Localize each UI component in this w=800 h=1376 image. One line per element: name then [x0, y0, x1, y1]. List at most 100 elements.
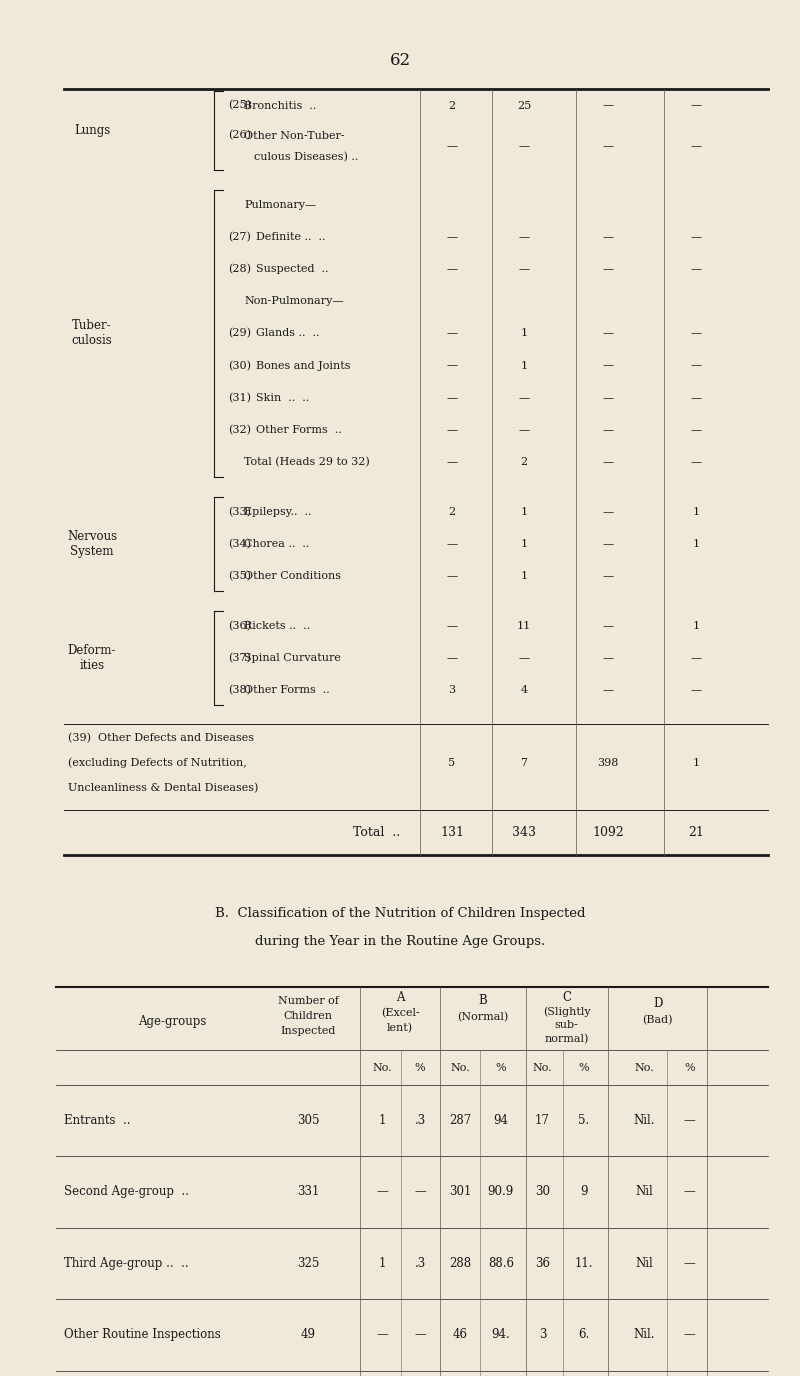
Text: —: — — [690, 425, 702, 435]
Text: Rickets ..  ..: Rickets .. .. — [244, 621, 310, 630]
Text: 9: 9 — [580, 1185, 588, 1198]
Text: —: — — [602, 361, 614, 370]
Text: —: — — [690, 264, 702, 274]
Text: —: — — [377, 1185, 388, 1198]
Text: 1: 1 — [521, 506, 527, 517]
Text: 17: 17 — [535, 1113, 550, 1127]
Text: —: — — [518, 425, 530, 435]
Text: 5: 5 — [449, 758, 455, 768]
Text: —: — — [684, 1328, 695, 1342]
Text: (excluding Defects of Nutrition,: (excluding Defects of Nutrition, — [68, 758, 246, 768]
Text: (27): (27) — [228, 231, 251, 242]
Text: —: — — [446, 392, 458, 403]
Text: —: — — [690, 685, 702, 695]
Text: —: — — [446, 457, 458, 468]
Text: —: — — [446, 361, 458, 370]
Text: (39)  Other Defects and Diseases: (39) Other Defects and Diseases — [68, 732, 254, 743]
Text: culous Diseases) ..: culous Diseases) .. — [254, 153, 358, 162]
Text: —: — — [602, 457, 614, 468]
Text: No.: No. — [450, 1064, 470, 1073]
Text: —: — — [690, 142, 702, 151]
Text: —: — — [602, 539, 614, 549]
Text: —: — — [518, 231, 530, 242]
Text: —: — — [518, 264, 530, 274]
Text: —: — — [602, 621, 614, 630]
Text: 5.: 5. — [578, 1113, 590, 1127]
Text: —: — — [602, 392, 614, 403]
Text: 11.: 11. — [574, 1256, 594, 1270]
Text: —: — — [446, 539, 458, 549]
Text: 1: 1 — [693, 539, 699, 549]
Text: —: — — [446, 142, 458, 151]
Text: —: — — [602, 264, 614, 274]
Text: Total (Heads 29 to 32): Total (Heads 29 to 32) — [244, 457, 370, 468]
Text: 305: 305 — [297, 1113, 319, 1127]
Text: —: — — [446, 329, 458, 338]
Text: Lungs: Lungs — [74, 124, 110, 136]
Text: —: — — [684, 1185, 695, 1198]
Text: Epilepsy..  ..: Epilepsy.. .. — [244, 506, 311, 517]
Text: 62: 62 — [390, 52, 410, 69]
Text: Nil.: Nil. — [634, 1113, 654, 1127]
Text: —: — — [518, 142, 530, 151]
Text: —: — — [602, 329, 614, 338]
Text: Inspected: Inspected — [280, 1026, 336, 1036]
Text: 131: 131 — [440, 826, 464, 839]
Text: (32): (32) — [228, 425, 251, 435]
Text: 46: 46 — [453, 1328, 467, 1342]
Text: Nervous
System: Nervous System — [67, 530, 117, 557]
Text: 288: 288 — [449, 1256, 471, 1270]
Text: Tuber-
culosis: Tuber- culosis — [72, 319, 112, 347]
Text: 94: 94 — [494, 1113, 508, 1127]
Text: (28): (28) — [228, 264, 251, 274]
Text: —: — — [446, 425, 458, 435]
Text: —: — — [602, 142, 614, 151]
Text: —: — — [446, 264, 458, 274]
Text: 398: 398 — [598, 758, 618, 768]
Text: —: — — [446, 621, 458, 630]
Text: 7: 7 — [521, 758, 527, 768]
Text: Nil: Nil — [635, 1185, 653, 1198]
Text: Pulmonary—: Pulmonary— — [244, 200, 316, 209]
Text: %: % — [495, 1064, 506, 1073]
Text: Total  ..: Total .. — [353, 826, 400, 839]
Text: (36): (36) — [228, 621, 251, 630]
Text: C: C — [562, 991, 571, 1004]
Text: Chorea ..  ..: Chorea .. .. — [244, 539, 310, 549]
Text: Other Conditions: Other Conditions — [244, 571, 341, 581]
Text: 2: 2 — [521, 457, 527, 468]
Text: (Normal): (Normal) — [457, 1011, 509, 1022]
Text: Other Forms  ..: Other Forms .. — [256, 425, 342, 435]
Text: Entrants  ..: Entrants .. — [64, 1113, 130, 1127]
Text: (31): (31) — [228, 392, 251, 403]
Text: Glands ..  ..: Glands .. .. — [256, 329, 319, 338]
Text: 11: 11 — [517, 621, 531, 630]
Text: 25: 25 — [517, 100, 531, 110]
Text: —: — — [414, 1328, 426, 1342]
Text: B: B — [478, 993, 487, 1007]
Text: 325: 325 — [297, 1256, 319, 1270]
Text: —: — — [446, 571, 458, 581]
Text: 1: 1 — [521, 539, 527, 549]
Text: —: — — [602, 685, 614, 695]
Text: —: — — [690, 652, 702, 663]
Text: —: — — [684, 1113, 695, 1127]
Text: D: D — [653, 996, 662, 1010]
Text: —: — — [414, 1185, 426, 1198]
Text: Nil: Nil — [635, 1256, 653, 1270]
Text: —: — — [446, 231, 458, 242]
Text: lent): lent) — [387, 1022, 413, 1033]
Text: %: % — [684, 1064, 695, 1073]
Text: 90.9: 90.9 — [488, 1185, 514, 1198]
Text: —: — — [690, 100, 702, 110]
Text: 36: 36 — [535, 1256, 550, 1270]
Text: Bronchitis  ..: Bronchitis .. — [244, 100, 316, 110]
Text: (34): (34) — [228, 539, 251, 549]
Text: (Excel-: (Excel- — [381, 1007, 419, 1018]
Text: —: — — [690, 329, 702, 338]
Text: normal): normal) — [545, 1033, 589, 1044]
Text: Definite ..  ..: Definite .. .. — [256, 231, 326, 242]
Text: (35): (35) — [228, 571, 251, 581]
Text: Other Non-Tuber-: Other Non-Tuber- — [244, 131, 345, 140]
Text: 1092: 1092 — [592, 826, 624, 839]
